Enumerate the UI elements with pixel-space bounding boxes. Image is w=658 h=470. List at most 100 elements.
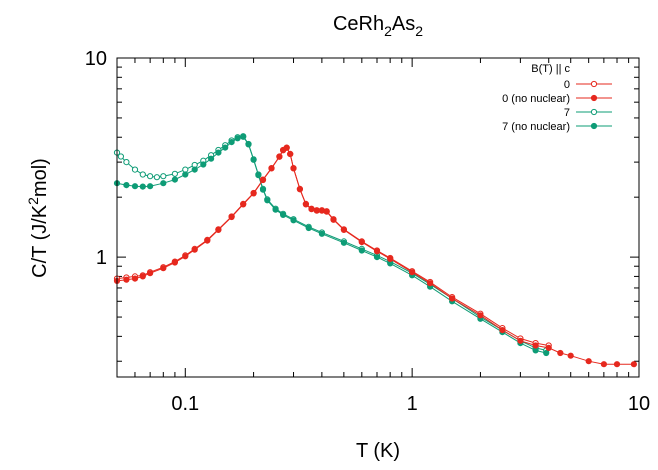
data-point: [308, 206, 315, 213]
series-2: [113, 133, 550, 354]
data-point: [499, 327, 506, 334]
data-point: [191, 166, 198, 173]
data-point: [264, 197, 271, 204]
data-point: [585, 358, 592, 365]
data-point: [200, 161, 207, 168]
series-3: [113, 133, 550, 357]
data-point: [358, 239, 365, 246]
data-point: [131, 183, 139, 190]
data-point: [160, 180, 167, 187]
series-line: [116, 147, 634, 365]
data-point: [191, 246, 198, 253]
data-point: [268, 165, 275, 172]
data-point: [330, 216, 337, 223]
data-point: [208, 155, 215, 162]
data-point: [250, 156, 257, 163]
legend-swatch-marker: [590, 80, 598, 88]
legend-label: 0: [564, 79, 570, 91]
chart-title: CeRh2As2: [333, 13, 423, 39]
data-point: [139, 273, 146, 280]
data-point: [290, 165, 297, 172]
data-point: [182, 171, 189, 178]
data-point: [131, 275, 139, 282]
data-point: [545, 344, 552, 351]
data-point: [532, 342, 539, 349]
data-point: [182, 253, 189, 260]
data-point: [323, 208, 330, 215]
x-tick-label: 0.1: [171, 393, 199, 415]
y-tick-label: 10: [85, 48, 107, 70]
data-point: [123, 276, 130, 283]
data-point: [313, 207, 320, 214]
data-point: [272, 206, 279, 213]
data-point: [147, 173, 154, 180]
data-point: [139, 171, 146, 178]
data-point: [477, 312, 484, 319]
data-point: [287, 151, 294, 158]
data-point: [302, 201, 309, 208]
data-point: [296, 186, 303, 193]
axis-ticks: 0.1 1 10 1 10: [85, 48, 650, 415]
data-point: [147, 183, 154, 190]
data-point: [123, 159, 130, 166]
data-point: [222, 144, 229, 151]
legend-label: 0 (no nuclear): [502, 93, 570, 105]
data-point: [630, 361, 638, 368]
series-1: [113, 144, 638, 368]
data-point: [245, 141, 252, 148]
plot-frame: [116, 57, 640, 378]
data-point: [387, 255, 394, 262]
data-point: [250, 190, 257, 197]
legend-swatch-marker: [590, 108, 598, 116]
data-point: [259, 186, 267, 193]
data-point: [123, 182, 130, 189]
data-point: [543, 349, 550, 357]
legend-title: B(T) || c: [531, 63, 570, 75]
data-point: [259, 176, 267, 184]
data-point: [228, 213, 235, 221]
data-point: [305, 224, 312, 232]
data-point: [283, 144, 290, 151]
y-axis-label: C/T (J/K2mol): [25, 158, 51, 278]
data-point: [517, 337, 524, 344]
data-point: [358, 247, 365, 254]
data-point: [255, 172, 262, 179]
data-point: [171, 259, 178, 266]
data-point: [427, 280, 434, 287]
legend: B(T) || c 0 0 (no nuclear) 7 7 (no nuclear): [502, 63, 612, 133]
data-point: [171, 176, 178, 183]
data-point: [139, 183, 146, 190]
data-point: [373, 248, 381, 255]
data-point: [240, 133, 247, 140]
data-point: [204, 237, 211, 244]
legend-swatch-marker: [590, 94, 598, 102]
data-point: [340, 239, 347, 246]
data-point: [228, 139, 235, 146]
data-point: [215, 149, 222, 156]
x-axis-label: T (K): [356, 440, 400, 462]
data-point: [409, 269, 416, 276]
data-point: [276, 153, 283, 160]
series-layer: [113, 133, 638, 368]
legend-label: 7: [564, 107, 570, 119]
x-tick-label: 10: [628, 393, 650, 415]
data-point: [567, 352, 574, 359]
x-tick-label: 1: [407, 393, 418, 415]
data-point: [171, 170, 178, 177]
data-point: [160, 265, 167, 272]
data-point: [557, 349, 564, 357]
data-point: [117, 153, 125, 160]
data-point: [153, 174, 160, 181]
data-point: [318, 230, 325, 237]
data-point: [240, 201, 247, 208]
data-point: [131, 166, 139, 173]
data-point: [280, 211, 287, 218]
data-point: [340, 226, 347, 233]
data-point: [600, 361, 608, 368]
data-point: [449, 295, 456, 302]
data-point: [215, 226, 222, 233]
data-point: [234, 135, 241, 142]
data-point: [613, 361, 621, 368]
y-tick-label: 1: [96, 247, 107, 269]
